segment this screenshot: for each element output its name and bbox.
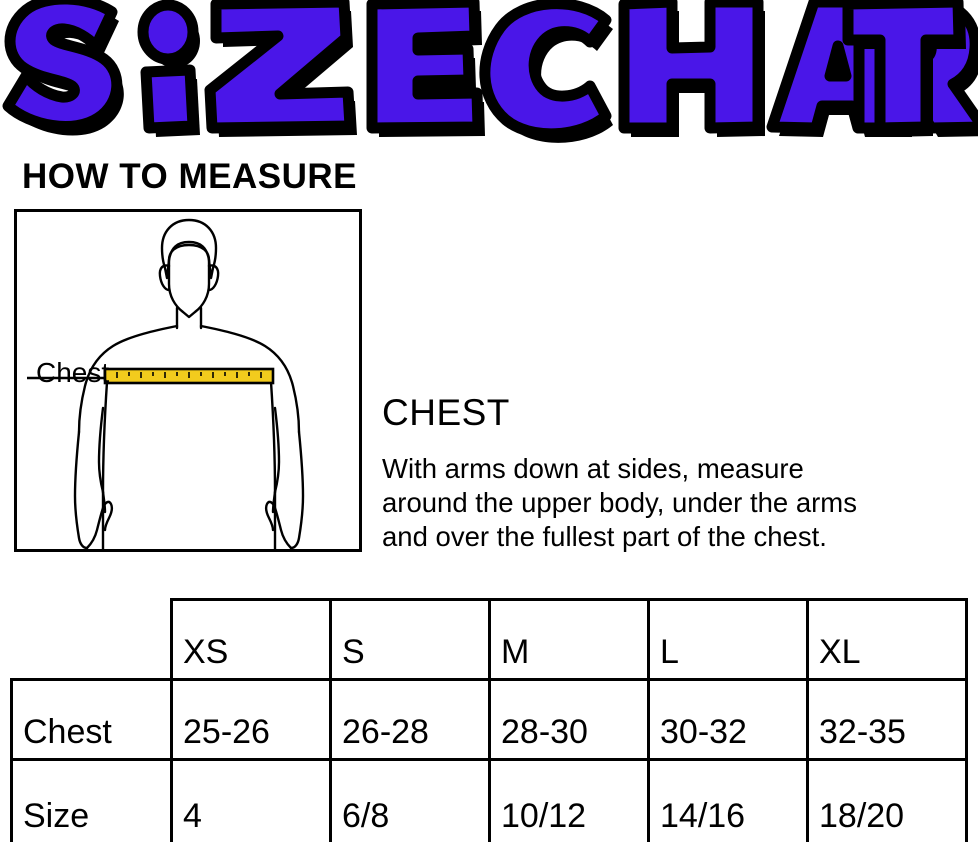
table-header-m: M [488, 598, 650, 681]
chest-description-line-3: and over the fullest part of the chest. [382, 521, 827, 552]
cell-chest-m: 28-30 [488, 678, 650, 761]
chest-measure-label: Chest [36, 357, 110, 388]
cell-chest-xs: 25-26 [170, 678, 332, 761]
cell-size-s: 6/8 [329, 758, 491, 842]
chest-description-line-2: around the upper body, under the arms [382, 487, 857, 518]
table-header-row: XS S M L XL [12, 598, 968, 681]
cell-chest-xl: 32-35 [806, 678, 968, 761]
row-label-size: Size [10, 758, 173, 842]
chest-description: With arms down at sides, measure around … [382, 452, 967, 554]
table-header-l: L [647, 598, 809, 681]
table-corner-cell [12, 600, 172, 680]
size-table: XS S M L XL Chest 25-26 26-28 28-30 30-3… [10, 598, 968, 842]
cell-size-l: 14/16 [647, 758, 809, 842]
cell-size-m: 10/12 [488, 758, 650, 842]
cell-size-xs: 4 [170, 758, 332, 842]
table-header-xs: XS [170, 598, 332, 681]
table-header-xl: XL [806, 598, 968, 681]
table-row: Size 4 6/8 10/12 14/16 18/20 [10, 758, 968, 842]
table-row: Chest 25-26 26-28 28-30 30-32 32-35 [10, 678, 968, 761]
row-label-chest: Chest [10, 678, 173, 761]
chest-section-heading: CHEST [382, 392, 510, 433]
male-torso-figure [27, 218, 305, 549]
table-header-s: S [329, 598, 491, 681]
cell-size-xl: 18/20 [806, 758, 968, 842]
cell-chest-l: 30-32 [647, 678, 809, 761]
how-to-measure-heading: HOW TO MEASURE [22, 157, 357, 196]
cell-chest-s: 26-28 [329, 678, 491, 761]
measurement-diagram-box [14, 209, 362, 552]
tape-measure [103, 367, 275, 385]
title-letters [2, 0, 978, 143]
chest-description-line-1: With arms down at sides, measure [382, 453, 804, 484]
page-title [0, 0, 978, 144]
